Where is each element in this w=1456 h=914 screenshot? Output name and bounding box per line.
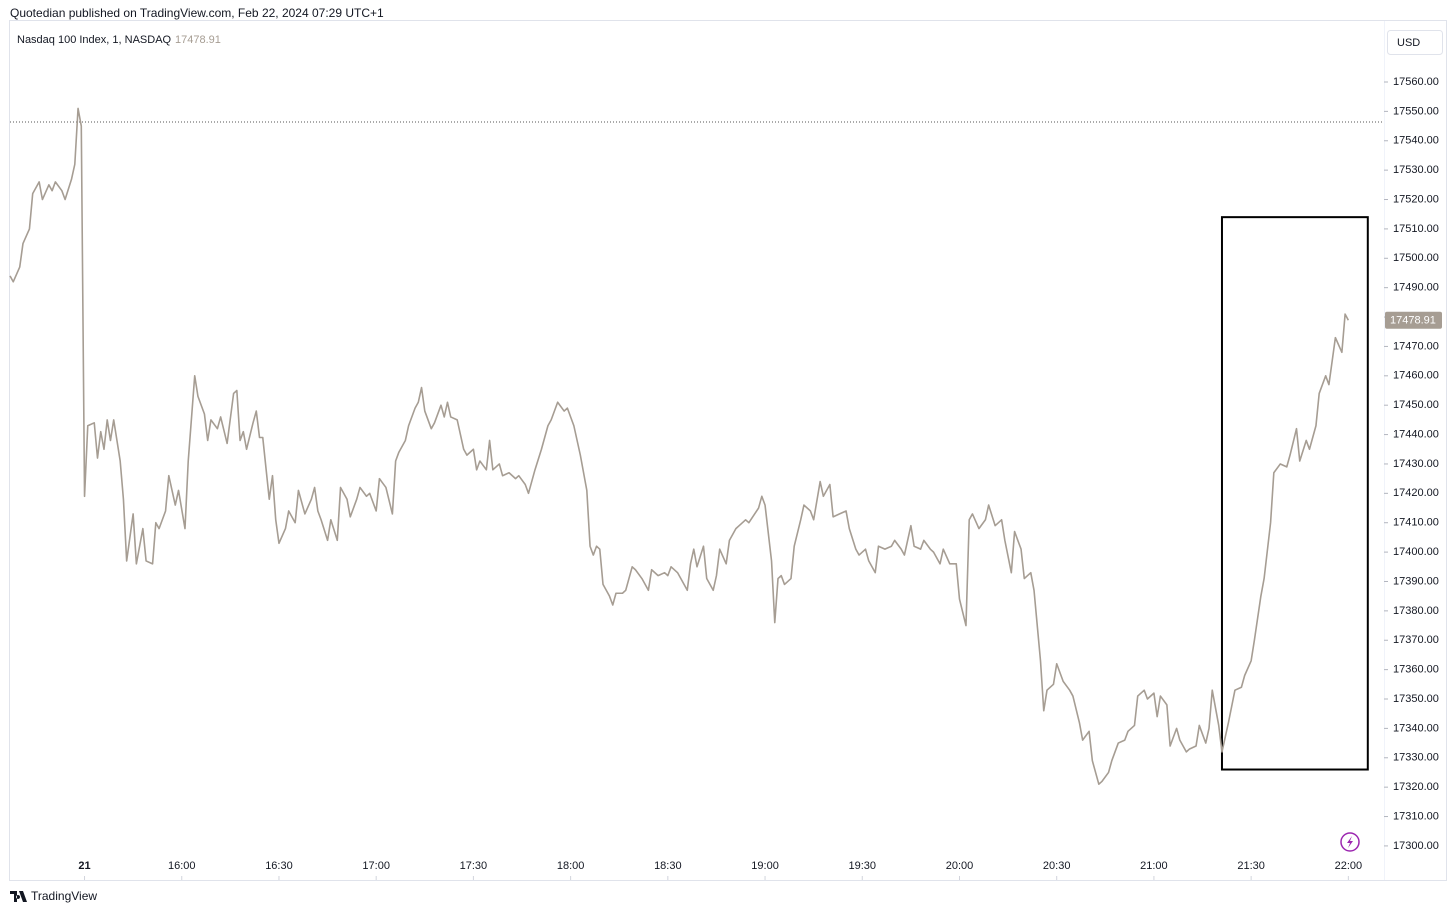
y-tick-label: 17520.00 bbox=[1393, 193, 1439, 205]
lightning-icon[interactable] bbox=[1340, 832, 1360, 852]
publisher-line: Quotedian published on TradingView.com, … bbox=[10, 6, 384, 20]
legend-last-price: 17478.91 bbox=[175, 34, 221, 46]
y-tick-label: 17470.00 bbox=[1393, 340, 1439, 352]
x-tick-label: 16:30 bbox=[265, 860, 293, 872]
price-line bbox=[9, 107, 1350, 786]
y-tick-label: 17560.00 bbox=[1393, 76, 1439, 88]
y-tick-label: 17350.00 bbox=[1393, 693, 1439, 705]
tv-logo bbox=[10, 891, 27, 902]
x-tick-label: 21:30 bbox=[1237, 860, 1265, 872]
y-tick-label: 17460.00 bbox=[1393, 370, 1439, 382]
x-tick-label: 20:30 bbox=[1043, 860, 1071, 872]
y-tick-label: 17430.00 bbox=[1393, 458, 1439, 470]
last-price-label: 17478.91 bbox=[1390, 315, 1436, 327]
y-tick-label: 17450.00 bbox=[1393, 399, 1439, 411]
x-tick-label: 18:00 bbox=[557, 860, 585, 872]
y-tick-label: 17310.00 bbox=[1393, 810, 1439, 822]
x-tick-label: 17:30 bbox=[460, 860, 488, 872]
lightning-bolt bbox=[1347, 836, 1353, 848]
y-tick-label: 17500.00 bbox=[1393, 252, 1439, 264]
annotation-box bbox=[1220, 216, 1369, 771]
x-tick-label: 19:00 bbox=[751, 860, 779, 872]
x-tick-label: 19:30 bbox=[849, 860, 877, 872]
y-tick-label: 17390.00 bbox=[1393, 575, 1439, 587]
y-tick-label: 17330.00 bbox=[1393, 752, 1439, 764]
y-tick-label: 17490.00 bbox=[1393, 282, 1439, 294]
x-tick-label: 16:00 bbox=[168, 860, 196, 872]
currency-label[interactable]: USD bbox=[1397, 37, 1420, 49]
y-tick-label: 17550.00 bbox=[1393, 105, 1439, 117]
footer-brand: TradingView bbox=[31, 889, 97, 903]
y-tick-label: 17380.00 bbox=[1393, 605, 1439, 617]
x-tick-label: 20:00 bbox=[946, 860, 974, 872]
y-tick-label: 17410.00 bbox=[1393, 517, 1439, 529]
y-tick-label: 17510.00 bbox=[1393, 223, 1439, 235]
last-price-tag bbox=[1385, 311, 1442, 329]
y-tick-label: 17360.00 bbox=[1393, 664, 1439, 676]
y-tick-label: 17530.00 bbox=[1393, 164, 1439, 176]
y-tick-label: 17340.00 bbox=[1393, 722, 1439, 734]
y-tick-label: 17370.00 bbox=[1393, 634, 1439, 646]
x-tick-label: 21 bbox=[78, 860, 90, 872]
x-tick-label: 17:00 bbox=[362, 860, 390, 872]
y-tick-label: 17420.00 bbox=[1393, 487, 1439, 499]
y-tick-label: 17440.00 bbox=[1393, 428, 1439, 440]
x-tick-label: 21:00 bbox=[1140, 860, 1168, 872]
chart-frame bbox=[9, 20, 1447, 881]
x-tick-label: 22:00 bbox=[1335, 860, 1363, 872]
y-tick-label: 17320.00 bbox=[1393, 781, 1439, 793]
symbol-legend: Nasdaq 100 Index, 1, NASDAQ bbox=[17, 34, 172, 46]
y-tick-label: 17400.00 bbox=[1393, 546, 1439, 558]
y-tick-label: 17300.00 bbox=[1393, 840, 1439, 852]
y-tick-label: 17540.00 bbox=[1393, 135, 1439, 147]
currency-button[interactable] bbox=[1387, 30, 1443, 55]
x-tick-label: 18:30 bbox=[654, 860, 682, 872]
